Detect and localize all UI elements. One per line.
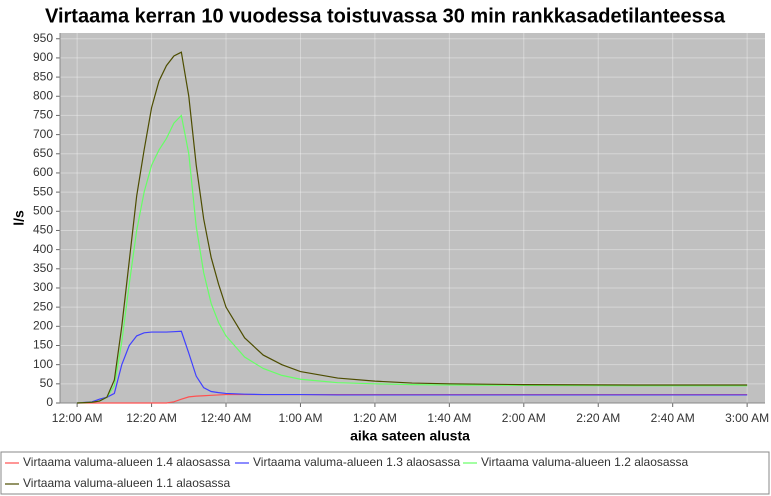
x-tick-label: 2:20 AM — [576, 411, 620, 425]
x-tick-label: 2:00 AM — [502, 411, 546, 425]
y-tick-label: 50 — [40, 376, 54, 390]
y-tick-label: 350 — [33, 261, 53, 275]
legend-box — [0, 451, 770, 495]
y-tick-label: 850 — [33, 69, 53, 83]
series-line — [77, 114, 748, 404]
y-tick-label: 500 — [33, 203, 53, 217]
y-tick-label: 950 — [33, 31, 53, 45]
series-line — [77, 330, 748, 404]
x-tick-label: 3:00 AM — [725, 411, 769, 425]
x-tick-label: 12:40 AM — [201, 411, 252, 425]
x-tick-label: 1:00 AM — [278, 411, 322, 425]
y-tick-label: 700 — [33, 127, 53, 141]
y-tick-label: 300 — [33, 280, 53, 294]
y-tick-label: 900 — [33, 50, 53, 64]
y-tick-label: 400 — [33, 242, 53, 256]
y-tick-label: 750 — [33, 108, 53, 122]
y-tick-label: 0 — [46, 395, 53, 409]
y-axis-label: l/s — [11, 210, 27, 226]
series-line — [77, 51, 748, 404]
x-tick-label: 1:20 AM — [353, 411, 397, 425]
legend-label: Virtaama valuma-alueen 1.2 alaosassa — [481, 455, 689, 469]
x-tick-label: 1:40 AM — [427, 411, 471, 425]
legend-label: Virtaama valuma-alueen 1.1 alaosassa — [23, 476, 231, 490]
y-tick-label: 800 — [33, 88, 53, 102]
y-tick-label: 650 — [33, 146, 53, 160]
x-tick-label: 2:40 AM — [651, 411, 695, 425]
y-tick-label: 450 — [33, 223, 53, 237]
y-tick-label: 600 — [33, 165, 53, 179]
y-tick-label: 100 — [33, 357, 53, 371]
x-tick-label: 12:00 AM — [52, 411, 103, 425]
x-axis-label: aika sateen alusta — [350, 428, 470, 444]
y-tick-label: 550 — [33, 184, 53, 198]
legend-label: Virtaama valuma-alueen 1.3 alaosassa — [253, 455, 461, 469]
x-tick-label: 12:20 AM — [126, 411, 177, 425]
y-tick-label: 150 — [33, 338, 53, 352]
y-tick-label: 200 — [33, 318, 53, 332]
plot-area — [60, 33, 765, 403]
legend-label: Virtaama valuma-alueen 1.4 alaosassa — [23, 455, 231, 469]
y-tick-label: 250 — [33, 299, 53, 313]
chart-title: Virtaama kerran 10 vuodessa toistuvassa … — [45, 5, 726, 27]
